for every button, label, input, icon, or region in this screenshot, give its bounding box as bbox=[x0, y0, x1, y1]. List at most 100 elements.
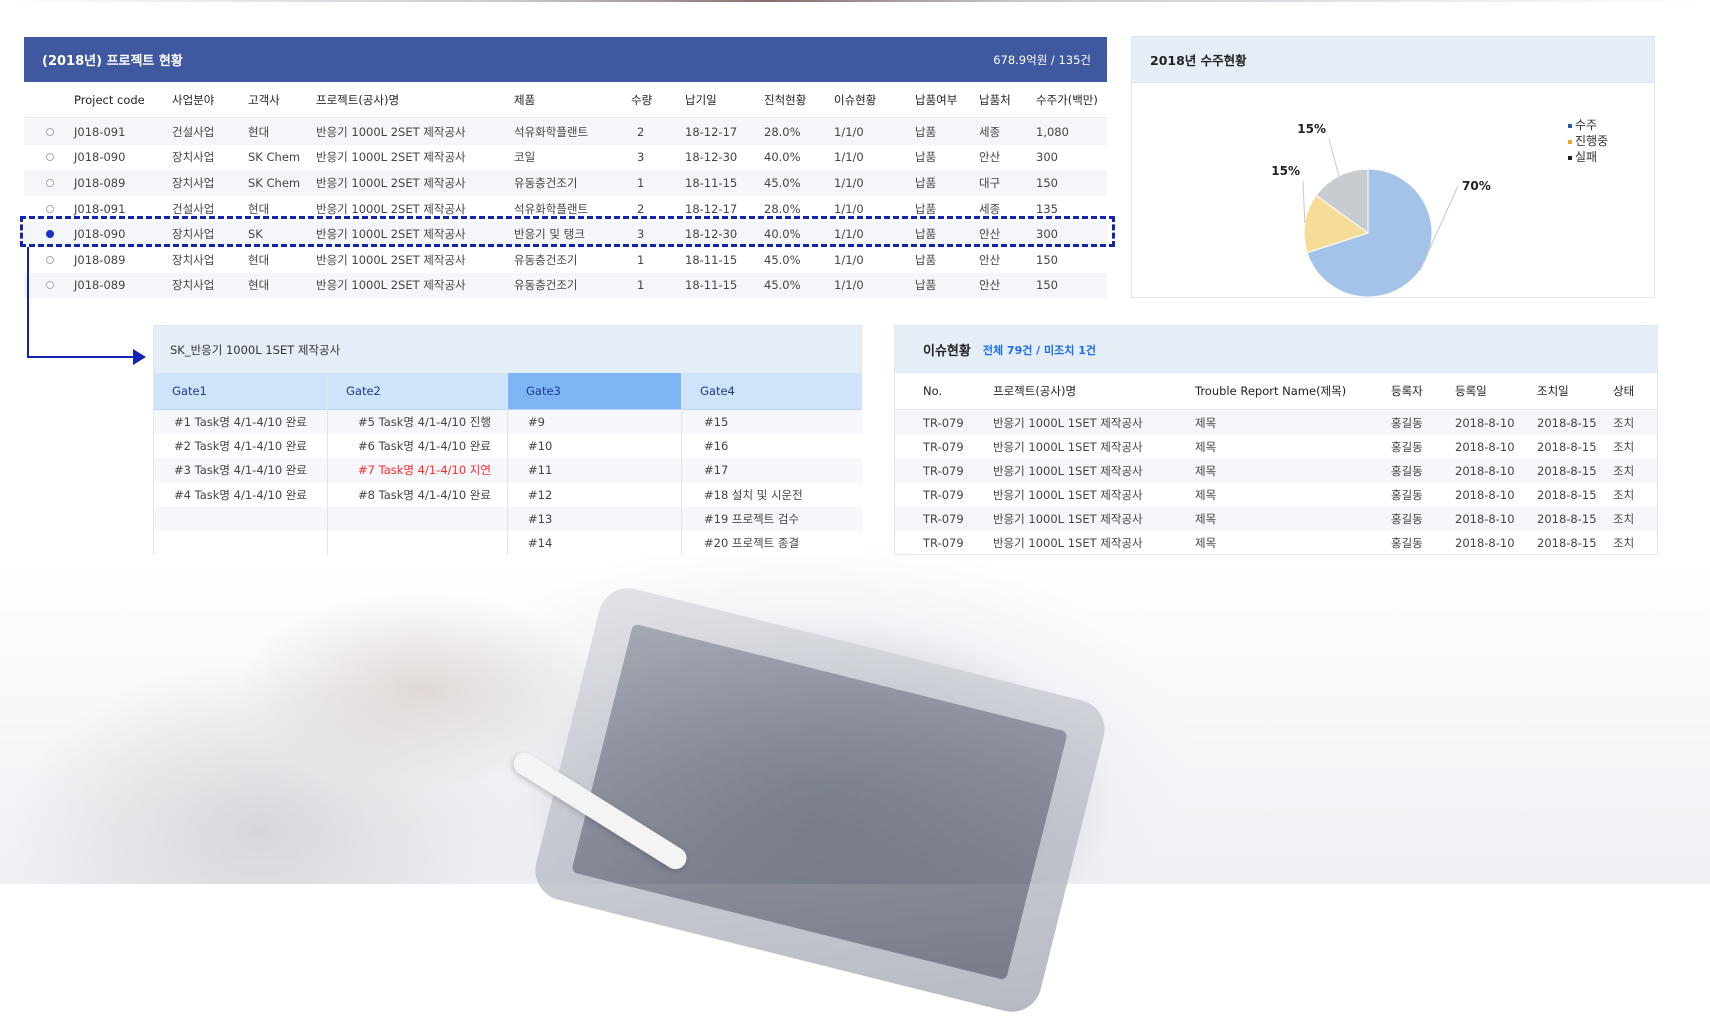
column-header-delivery-place[interactable]: 납품처 bbox=[979, 92, 1011, 107]
radio-button[interactable] bbox=[46, 127, 54, 136]
gate-task[interactable]: #1 Task명 4/1-4/10 완료 bbox=[154, 410, 327, 435]
issue-row[interactable]: TR-079 반응기 1000L 1SET 제작공사 제목 홍길동 2018-8-10 2… bbox=[895, 507, 1657, 531]
issue-panel-title: 이슈현황 bbox=[923, 344, 971, 359]
gate-task[interactable]: #3 Task명 4/1-4/10 완료 bbox=[154, 458, 327, 483]
radio-button[interactable] bbox=[46, 153, 54, 162]
gate-task[interactable]: #8 Task명 4/1-4/10 완료 bbox=[328, 482, 507, 507]
gate-task[interactable]: #10 bbox=[508, 434, 681, 459]
row-radio[interactable] bbox=[46, 170, 54, 196]
gate-panel-title: SK_반응기 1000L 1SET 제작공사 bbox=[170, 342, 341, 357]
gate-task[interactable]: #11 bbox=[508, 458, 681, 483]
row-radio[interactable] bbox=[46, 247, 54, 273]
order-panel-header: 2018년 수주현황 bbox=[1132, 37, 1654, 83]
column-header-project-code[interactable]: Project code bbox=[74, 92, 145, 107]
column-header-status[interactable]: 상태 bbox=[1613, 384, 1635, 398]
gate-task[interactable]: #16 bbox=[682, 434, 862, 459]
project-row[interactable]: J018-090 장치사업 SK 반응기 1000L 2SET 제작공사 반응기 및 탱… bbox=[24, 221, 1107, 247]
issue-row[interactable]: TR-079 반응기 1000L 1SET 제작공사 제목 홍길동 2018-8-10 2… bbox=[895, 435, 1657, 459]
row-radio[interactable] bbox=[46, 196, 54, 222]
radio-button[interactable] bbox=[46, 255, 54, 264]
gate-task[interactable]: #20 프로젝트 종결 bbox=[682, 530, 862, 556]
column-header-project-name[interactable]: 프로젝트(공사)명 bbox=[993, 384, 1077, 398]
column-header-registered-date[interactable]: 등록일 bbox=[1455, 384, 1487, 398]
gate-label: Gate2 bbox=[346, 384, 381, 398]
column-header-issue[interactable]: 이슈현황 bbox=[834, 92, 877, 107]
column-header-business-field[interactable]: 사업분야 bbox=[172, 92, 215, 107]
gate-task[interactable]: #15 bbox=[682, 410, 862, 435]
cell-status: 조치 bbox=[1613, 536, 1635, 550]
gate-task bbox=[154, 506, 327, 531]
column-header-progress[interactable]: 진척현황 bbox=[764, 92, 807, 107]
gate-task[interactable]: #17 bbox=[682, 458, 862, 483]
issue-row[interactable]: TR-079 반응기 1000L 1SET 제작공사 제목 홍길동 2018-8-10 2… bbox=[895, 411, 1657, 435]
project-row[interactable]: J018-089 장치사업 SK Chem 반응기 1000L 2SET 제작공사 유동… bbox=[24, 170, 1107, 196]
cell-product: 석유화학플랜트 bbox=[514, 201, 589, 216]
gate-tab-3[interactable]: Gate3 bbox=[508, 373, 681, 410]
column-header-delivery-status[interactable]: 납품여부 bbox=[915, 92, 958, 107]
issue-panel-summary[interactable]: 전체 79건 / 미조치 1건 bbox=[982, 343, 1096, 357]
column-header-customer[interactable]: 고객사 bbox=[248, 92, 280, 107]
issue-row[interactable]: TR-079 반응기 1000L 1SET 제작공사 제목 홍길동 2018-8-10 2… bbox=[895, 459, 1657, 483]
radio-button[interactable] bbox=[46, 178, 54, 187]
radio-button[interactable] bbox=[46, 281, 54, 290]
column-header-quantity[interactable]: 수량 bbox=[631, 92, 653, 107]
row-radio[interactable] bbox=[46, 119, 54, 145]
row-radio[interactable] bbox=[46, 145, 54, 171]
issue-row[interactable]: TR-079 반응기 1000L 1SET 제작공사 제목 홍길동 2018-8-10 2… bbox=[895, 483, 1657, 507]
column-header-due-date[interactable]: 납기일 bbox=[685, 92, 717, 107]
gate-task bbox=[328, 506, 507, 531]
project-panel-summary: 678.9억원 / 135건 bbox=[993, 52, 1091, 67]
column-header-action-date[interactable]: 조치일 bbox=[1537, 384, 1569, 398]
radio-button[interactable] bbox=[46, 204, 54, 213]
gate-column-4: Gate4 #15 #16 #17 #18 설치 및 시운전 #19 프로젝트 검수 #20… bbox=[682, 373, 862, 556]
gate-task[interactable]: #19 프로젝트 검수 bbox=[682, 506, 862, 531]
cell-no: TR-079 bbox=[923, 440, 964, 454]
gate-task[interactable]: #2 Task명 4/1-4/10 완료 bbox=[154, 434, 327, 459]
column-header-title[interactable]: Trouble Report Name(제목) bbox=[1195, 384, 1347, 398]
cell-quantity: 2 bbox=[637, 201, 645, 216]
column-header-registrant[interactable]: 등록자 bbox=[1391, 384, 1423, 398]
row-radio[interactable] bbox=[46, 273, 54, 299]
gate-task[interactable]: #6 Task명 4/1-4/10 완료 bbox=[328, 434, 507, 459]
cell-issue: 1/1/0 bbox=[834, 175, 864, 190]
gate-tab-2[interactable]: Gate2 bbox=[328, 373, 507, 410]
gate-tab-4[interactable]: Gate4 bbox=[682, 373, 862, 410]
gate-task[interactable]: #4 Task명 4/1-4/10 완료 bbox=[154, 482, 327, 507]
gate-tab-1[interactable]: Gate1 bbox=[154, 373, 327, 410]
gate-task[interactable]: #9 bbox=[508, 410, 681, 435]
cell-customer: 현대 bbox=[248, 124, 270, 139]
gate-task[interactable]: #7 Task명 4/1-4/10 지연 bbox=[328, 458, 507, 483]
gate-task[interactable]: #18 설치 및 시운전 bbox=[682, 482, 862, 507]
gate-label: Gate3 bbox=[526, 384, 561, 398]
cell-product: 석유화학플랜트 bbox=[514, 124, 589, 139]
column-header-product[interactable]: 제품 bbox=[514, 92, 536, 107]
row-radio[interactable] bbox=[46, 221, 54, 247]
gate-task[interactable]: #12 bbox=[508, 482, 681, 507]
gate-task[interactable]: #5 Task명 4/1-4/10 진행 bbox=[328, 410, 507, 435]
cell-registered-date: 2018-8-10 bbox=[1455, 440, 1515, 454]
pie-slice-1[interactable] bbox=[1303, 194, 1370, 254]
project-row[interactable]: J018-089 장치사업 현대 반응기 1000L 2SET 제작공사 유동층건조기 1… bbox=[24, 272, 1107, 299]
cell-progress: 40.0% bbox=[764, 150, 801, 165]
cell-status: 조치 bbox=[1613, 440, 1635, 454]
cell-registered-date: 2018-8-10 bbox=[1455, 536, 1515, 550]
project-row[interactable]: J018-091 건설사업 현대 반응기 1000L 2SET 제작공사 석유화학플랜트… bbox=[24, 119, 1107, 145]
pie-slice-2[interactable] bbox=[1315, 168, 1369, 234]
issue-row[interactable]: TR-079 반응기 1000L 1SET 제작공사 제목 홍길동 2018-8-10 2… bbox=[895, 531, 1657, 555]
cell-action-date: 2018-8-15 bbox=[1537, 536, 1597, 550]
column-header-order-amount[interactable]: 수주가(백만) bbox=[1036, 92, 1098, 107]
radio-button[interactable] bbox=[46, 230, 54, 239]
cell-issue: 1/1/0 bbox=[834, 278, 864, 293]
gate-task[interactable]: #13 bbox=[508, 506, 681, 531]
project-row[interactable]: J018-089 장치사업 현대 반응기 1000L 2SET 제작공사 유동층건조기 1… bbox=[24, 247, 1107, 273]
project-row[interactable]: J018-091 건설사업 현대 반응기 1000L 2SET 제작공사 석유화학플랜트… bbox=[24, 196, 1107, 222]
column-header-no[interactable]: No. bbox=[923, 384, 943, 398]
cell-customer: SK Chem bbox=[248, 150, 301, 165]
cell-status: 조치 bbox=[1613, 512, 1635, 526]
cell-progress: 45.0% bbox=[764, 278, 801, 293]
gate-task[interactable]: #14 bbox=[508, 530, 681, 556]
column-header-project-name[interactable]: 프로젝트(공사)명 bbox=[316, 92, 400, 107]
gate-task-text: #3 Task명 4/1-4/10 완료 bbox=[174, 463, 307, 478]
cell-quantity: 3 bbox=[637, 150, 645, 165]
project-row[interactable]: J018-090 장치사업 SK Chem 반응기 1000L 2SET 제작공사 코일… bbox=[24, 145, 1107, 171]
